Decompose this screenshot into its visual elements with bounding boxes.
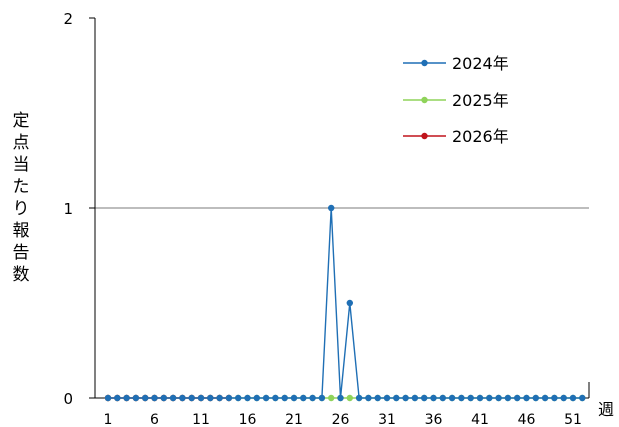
x-tick-label-51: 51 (564, 412, 582, 427)
data-point-2024年-20 (281, 394, 288, 402)
data-point-2024年-33 (402, 394, 409, 402)
data-point-2024年-35 (421, 394, 428, 402)
data-point-2024年-1 (104, 394, 112, 402)
data-point-2024年-27 (346, 299, 353, 307)
data-point-2024年-11 (197, 394, 205, 402)
x-tick-label-11: 11 (192, 412, 210, 427)
series-group (104, 204, 586, 402)
y-tick-label-0: 0 (63, 390, 73, 408)
data-point-2024年-29 (365, 394, 372, 402)
data-point-2024年-8 (169, 394, 177, 402)
x-tick-labels: 1 6 11 16 21 26 31 36 41 46 51 (104, 412, 582, 427)
data-point-2024年-16 (244, 394, 251, 402)
data-point-2024年-43 (495, 394, 502, 402)
data-point-2024年-14 (225, 394, 233, 402)
data-point-2024年-5 (142, 394, 149, 402)
x-axis-label: 週 (598, 400, 615, 419)
data-point-2024年-7 (160, 394, 167, 402)
data-point-2024年-52 (579, 394, 586, 402)
data-point-2024年-12 (207, 394, 214, 402)
data-point-2024年-44 (504, 394, 512, 402)
data-point-2024年-48 (541, 394, 549, 402)
data-point-2024年-30 (374, 394, 381, 402)
data-point-2024年-21 (290, 394, 298, 402)
data-point-2024年-36 (430, 394, 437, 402)
data-point-2024年-42 (486, 394, 493, 402)
data-point-2024年-17 (253, 394, 260, 402)
data-point-2024年-19 (272, 394, 279, 402)
data-point-2024年-22 (300, 394, 307, 402)
data-point-2024年-2 (114, 394, 121, 402)
legend-marker-2026年 (421, 132, 428, 140)
data-point-2024年-24 (318, 394, 326, 402)
data-point-2024年-39 (458, 394, 465, 402)
data-point-2024年-41 (476, 394, 484, 402)
legend-label-2024年: 2024年 (452, 54, 509, 73)
x-tick-label-21: 21 (285, 412, 303, 427)
x-tick-label-41: 41 (471, 412, 489, 427)
x-tick-label-16: 16 (239, 412, 257, 427)
data-point-2024年-38 (448, 394, 456, 402)
data-point-2024年-37 (439, 394, 446, 402)
data-point-2024年-18 (262, 394, 270, 402)
x-tick-label-31: 31 (378, 412, 396, 427)
data-point-2024年-10 (188, 394, 195, 402)
data-point-2024年-34 (411, 394, 419, 402)
data-point-2024年-49 (551, 394, 558, 402)
data-point-2024年-3 (123, 394, 130, 402)
data-point-2024年-50 (560, 394, 567, 402)
legend-label-2026年: 2026年 (452, 127, 509, 146)
data-point-2024年-26 (337, 394, 344, 402)
data-point-2024年-28 (355, 394, 363, 402)
x-tick-label-46: 46 (518, 412, 536, 427)
data-point-2024年-51 (569, 394, 577, 402)
data-point-2025年-27 (346, 394, 353, 402)
legend-marker-2025年 (421, 96, 428, 104)
data-point-2024年-13 (216, 394, 223, 402)
data-point-2025年-25 (328, 394, 335, 402)
data-point-2024年-9 (179, 394, 186, 402)
x-tick-label-26: 26 (332, 412, 350, 427)
data-point-2024年-46 (523, 394, 530, 402)
y-tick-label-2: 2 (63, 10, 73, 28)
x-tick-label-1: 1 (104, 412, 113, 427)
series-2024年 (104, 204, 586, 402)
data-point-2024年-40 (467, 394, 474, 402)
legend-label-2025年: 2025年 (452, 91, 509, 110)
series-line-2024年 (108, 207, 583, 399)
data-point-2024年-45 (514, 394, 521, 402)
x-tick-label-6: 6 (150, 412, 159, 427)
y-axis-label: 定点当たり報告数 (12, 111, 30, 285)
y-tick-label-1: 1 (63, 200, 73, 218)
data-point-2024年-23 (309, 394, 316, 402)
data-point-2024年-32 (393, 394, 400, 402)
data-point-2024年-47 (532, 394, 539, 402)
data-point-2024年-25 (328, 204, 335, 212)
y-tick-labels: 0 1 2 (63, 10, 73, 408)
legend: 2024年 2025年 2026年 (403, 54, 509, 146)
data-point-2024年-6 (151, 394, 158, 402)
data-point-2024年-15 (235, 394, 242, 402)
x-tick-label-36: 36 (425, 412, 443, 427)
data-point-2024年-4 (132, 394, 140, 402)
legend-marker-2024年 (421, 59, 428, 67)
data-point-2024年-31 (383, 394, 391, 402)
